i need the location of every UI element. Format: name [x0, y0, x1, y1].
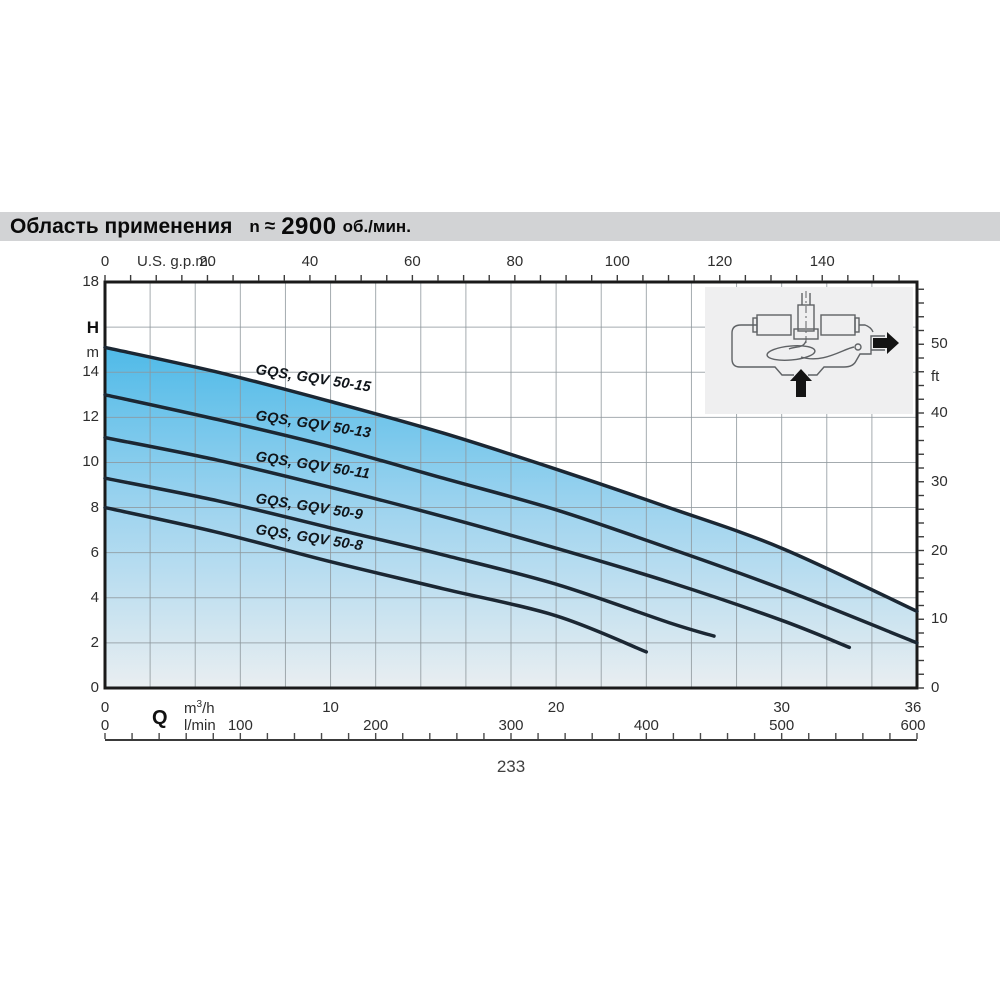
page-number: 233	[496, 757, 526, 776]
pump-curve-0	[103, 345, 919, 614]
motor-icon	[797, 304, 815, 332]
pump-curve-2	[103, 435, 852, 650]
title-bar: Область применения n ≈ 2900 об./мин.	[0, 212, 1000, 241]
pump-curve-1	[103, 393, 919, 645]
page-title: Область применения	[10, 214, 233, 238]
housing-left-icon	[731, 324, 794, 376]
inlet-arrow-icon	[790, 369, 812, 397]
housing-right-icon	[808, 335, 885, 376]
speed-unit: об./мин.	[342, 216, 411, 236]
float-switch-icon	[766, 345, 816, 361]
motor-shaft-icon	[801, 293, 811, 305]
pump-performance-chart	[103, 275, 924, 741]
float-cable-icon	[788, 340, 855, 360]
motor-flange-icon	[793, 328, 819, 340]
outlet-arrow-icon	[873, 332, 899, 354]
pump-curve-4	[103, 505, 649, 654]
pump-schematic-drawing	[731, 291, 899, 397]
housing-outlet-top-icon	[859, 324, 874, 333]
right-fin-cap-icon	[854, 317, 860, 333]
plot-frame	[103, 280, 919, 690]
speed-value: 2900	[281, 212, 337, 240]
float-cable-end-icon	[854, 343, 862, 351]
pump-schematic-inset	[705, 287, 913, 414]
right-fin-icon	[820, 314, 856, 336]
pump-curve-3	[103, 476, 716, 638]
speed-symbol: n	[249, 216, 260, 236]
left-fin-icon	[756, 314, 792, 336]
approx-symbol: ≈	[264, 215, 276, 237]
